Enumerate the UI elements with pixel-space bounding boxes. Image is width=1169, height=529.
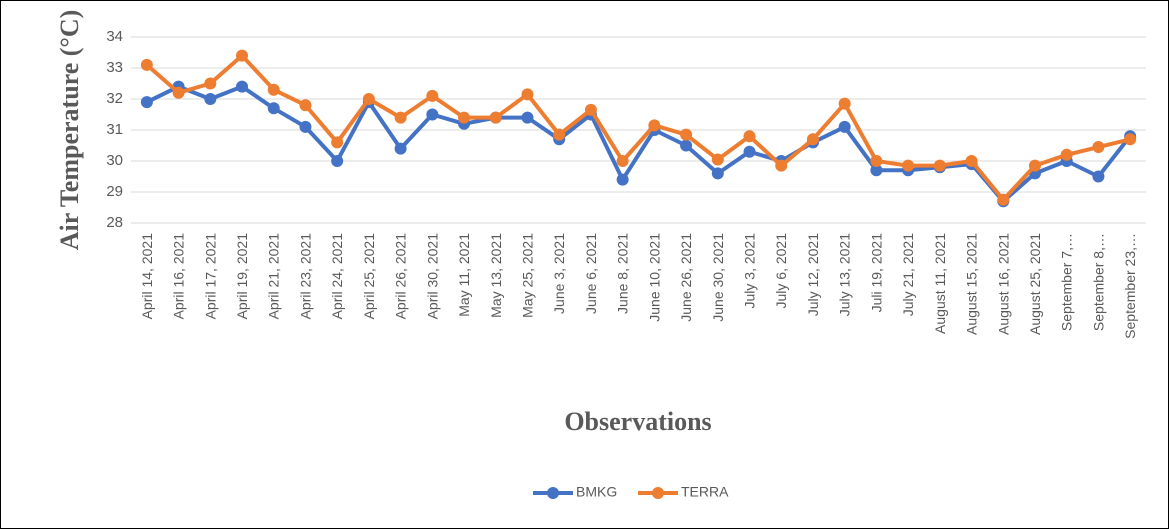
x-tick-label: August 16, 2021 — [995, 233, 1011, 335]
data-point — [140, 96, 153, 109]
data-point — [711, 167, 724, 180]
x-tick-label: July 3, 2021 — [742, 233, 758, 309]
data-point — [426, 108, 439, 121]
data-point — [489, 111, 502, 124]
data-point — [711, 153, 724, 166]
y-tick-label: 28 — [106, 214, 123, 231]
data-point — [236, 49, 249, 62]
data-point — [1060, 148, 1073, 161]
x-tick-label: April 30, 2021 — [424, 233, 440, 320]
legend-label: BMKG — [576, 484, 617, 500]
y-tick-label: 32 — [106, 90, 123, 107]
data-point — [394, 142, 407, 155]
data-point — [140, 58, 153, 71]
x-tick-label: August 15, 2021 — [964, 233, 980, 335]
data-point — [838, 120, 851, 133]
x-tick-label: September 23,… — [1122, 233, 1138, 339]
x-tick-label: June 3, 2021 — [551, 233, 567, 314]
data-point — [616, 173, 629, 186]
x-tick-label: July 21, 2021 — [900, 233, 916, 316]
data-point — [331, 155, 344, 167]
x-tick-label: April 14, 2021 — [139, 233, 155, 320]
data-point — [267, 102, 280, 115]
x-tick-label: July 12, 2021 — [805, 233, 821, 316]
y-tick-label: 30 — [106, 152, 123, 169]
y-axis-title: Air Temperature (°C) — [55, 10, 84, 251]
x-tick-label: April 25, 2021 — [361, 233, 377, 320]
x-tick-label: June 10, 2021 — [646, 233, 662, 322]
data-point — [1092, 170, 1105, 183]
x-tick-label: April 16, 2021 — [171, 233, 187, 320]
data-point — [965, 155, 978, 167]
data-point — [426, 89, 439, 102]
x-tick-label: May 11, 2021 — [456, 233, 472, 317]
data-point — [838, 97, 851, 110]
data-point — [584, 103, 597, 116]
data-point — [458, 111, 471, 124]
x-tick-label: April 17, 2021 — [202, 233, 218, 320]
data-point — [521, 111, 534, 124]
data-point — [267, 83, 280, 96]
data-point — [362, 93, 375, 105]
y-tick-label: 29 — [106, 183, 123, 200]
data-point — [172, 86, 185, 99]
data-point — [331, 136, 344, 149]
x-tick-label: April 23, 2021 — [297, 233, 313, 320]
data-point — [1092, 141, 1105, 154]
x-tick-label: April 21, 2021 — [266, 233, 282, 320]
x-axis-title: Observations — [564, 407, 711, 436]
x-tick-label: June 30, 2021 — [710, 233, 726, 322]
x-tick-label: April 24, 2021 — [329, 233, 345, 320]
data-point — [616, 155, 629, 167]
data-point — [394, 111, 407, 124]
y-tick-label: 34 — [106, 28, 123, 45]
data-point — [743, 145, 756, 158]
data-point — [299, 99, 312, 112]
data-point — [902, 159, 915, 172]
data-point — [1124, 133, 1137, 146]
x-tick-label: April 26, 2021 — [393, 233, 409, 320]
x-tick-label: July 6, 2021 — [773, 233, 789, 309]
data-point — [680, 139, 693, 152]
data-point — [553, 128, 566, 141]
data-point — [1028, 159, 1041, 172]
x-tick-label: May 25, 2021 — [519, 233, 535, 318]
data-point — [743, 130, 756, 143]
data-point — [775, 159, 788, 172]
x-tick-label: August 25, 2021 — [1027, 233, 1043, 335]
x-tick-label: May 13, 2021 — [488, 233, 504, 318]
data-point — [204, 77, 217, 90]
data-point — [680, 128, 693, 141]
data-point — [299, 120, 312, 133]
data-point — [521, 88, 534, 101]
data-point — [870, 164, 883, 177]
data-point — [806, 133, 819, 146]
y-tick-label: 33 — [106, 59, 123, 76]
x-tick-label: June 8, 2021 — [615, 233, 631, 314]
data-point — [870, 155, 883, 167]
x-tick-label: April 19, 2021 — [234, 233, 250, 320]
x-tick-label: July 13, 2021 — [837, 233, 853, 316]
legend-label: TERRA — [681, 484, 729, 500]
x-tick-label: September 8,… — [1090, 233, 1106, 331]
y-tick-label: 31 — [106, 121, 123, 138]
data-point — [933, 159, 946, 172]
x-tick-label: June 6, 2021 — [583, 233, 599, 314]
data-point — [997, 193, 1010, 206]
x-tick-label: June 26, 2021 — [678, 233, 694, 322]
data-point — [236, 80, 249, 93]
x-tick-label: September 7,… — [1059, 233, 1075, 331]
data-point — [648, 119, 661, 132]
x-tick-label: Juli 19, 2021 — [868, 233, 884, 313]
legend-marker — [652, 487, 664, 499]
data-point — [204, 93, 217, 105]
legend-marker — [547, 487, 559, 499]
x-tick-label: August 11, 2021 — [932, 233, 948, 334]
